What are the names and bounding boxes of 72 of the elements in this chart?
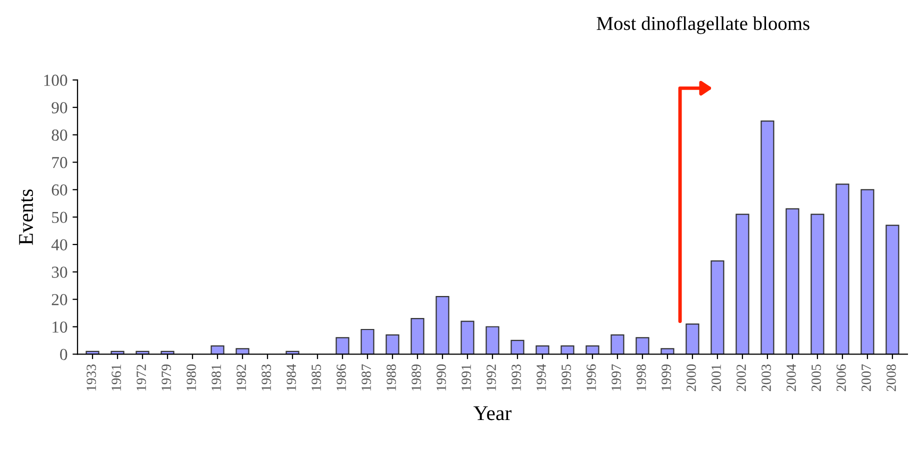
y-tick-label: 100 [44, 74, 68, 86]
bar [536, 345, 550, 354]
y-tick-label: 90 [52, 102, 68, 114]
x-tick-label: 1981 [212, 364, 221, 390]
y-tick-label: 60 [52, 184, 68, 196]
x-tick-label: 1999 [662, 364, 671, 390]
x-tick-label: 1986 [336, 364, 346, 390]
bar [660, 348, 674, 354]
y-tick-label: 80 [52, 130, 68, 141]
x-tick-label: 2001 [712, 364, 721, 392]
y-tick-label: 10 [52, 321, 68, 333]
y-tick-label: 20 [52, 294, 68, 306]
x-tick-label: 1979 [162, 364, 171, 390]
x-tick-label: 1985 [312, 364, 321, 390]
x-tick-label: 1993 [512, 364, 521, 390]
bar [736, 214, 750, 354]
x-tick-label: 2002 [736, 364, 746, 392]
bar [386, 334, 400, 354]
bar [460, 320, 474, 354]
x-tick-label: 2006 [836, 364, 846, 392]
x-tick-label: 1996 [586, 364, 596, 390]
bar [786, 208, 800, 354]
x-tick-label: 1995 [562, 364, 571, 390]
bar [210, 345, 224, 354]
bar [336, 337, 350, 354]
y-tick-label: 70 [52, 156, 68, 168]
bar [410, 318, 424, 354]
x-tick-label: 1984 [286, 364, 296, 390]
bar [760, 120, 774, 354]
bar [710, 260, 724, 354]
x-tick-label: 1933 [86, 364, 96, 390]
text: Most dinoflagellate blooms [596, 16, 810, 34]
bar [510, 340, 524, 354]
x-tick-label: 1998 [636, 364, 646, 390]
y-tick-label: 30 [52, 266, 68, 278]
bar [436, 296, 450, 354]
x-tick-label: 1983 [262, 364, 271, 390]
y-tick-label: 40 [51, 239, 68, 250]
x-tick-label: 2003 [762, 364, 771, 392]
bar [836, 184, 850, 354]
bar [586, 345, 600, 354]
y-tick-label: 50 [52, 212, 68, 224]
x-tick-label: 1972 [136, 364, 146, 390]
x-tick-label: 1991 [462, 364, 471, 390]
x-tick-label: 1990 [436, 364, 446, 390]
y-tick-label: 0 [60, 348, 68, 360]
bar [886, 224, 900, 354]
x-tick-label: 1997 [612, 364, 621, 390]
x-tick-label: 1961 [112, 364, 121, 390]
bar [610, 334, 624, 354]
bar [860, 189, 874, 354]
bar [560, 345, 574, 354]
x-tick-label: 2007 [862, 364, 871, 392]
x-tick-label: 1980 [186, 364, 196, 390]
bar [486, 326, 500, 354]
bar [636, 337, 650, 354]
x-tick-label: 2004 [786, 364, 796, 392]
y-axis-title: Events [19, 189, 34, 245]
x-tick-label: 2005 [812, 364, 821, 392]
x-tick-label: 1989 [412, 364, 421, 390]
bar [360, 328, 374, 354]
x-tick-label: 1994 [536, 364, 546, 390]
bar [686, 323, 700, 354]
x-tick-label: 2000 [686, 364, 696, 392]
bar [810, 214, 824, 354]
x-tick-label: 1987 [362, 364, 371, 390]
x-tick-label: 1982 [236, 364, 246, 390]
x-axis-title: Year [474, 406, 512, 420]
x-tick-label: 2008 [886, 364, 896, 392]
bar [236, 348, 250, 354]
x-tick-label: 1988 [386, 364, 396, 390]
x-tick-label: 1992 [486, 364, 496, 390]
